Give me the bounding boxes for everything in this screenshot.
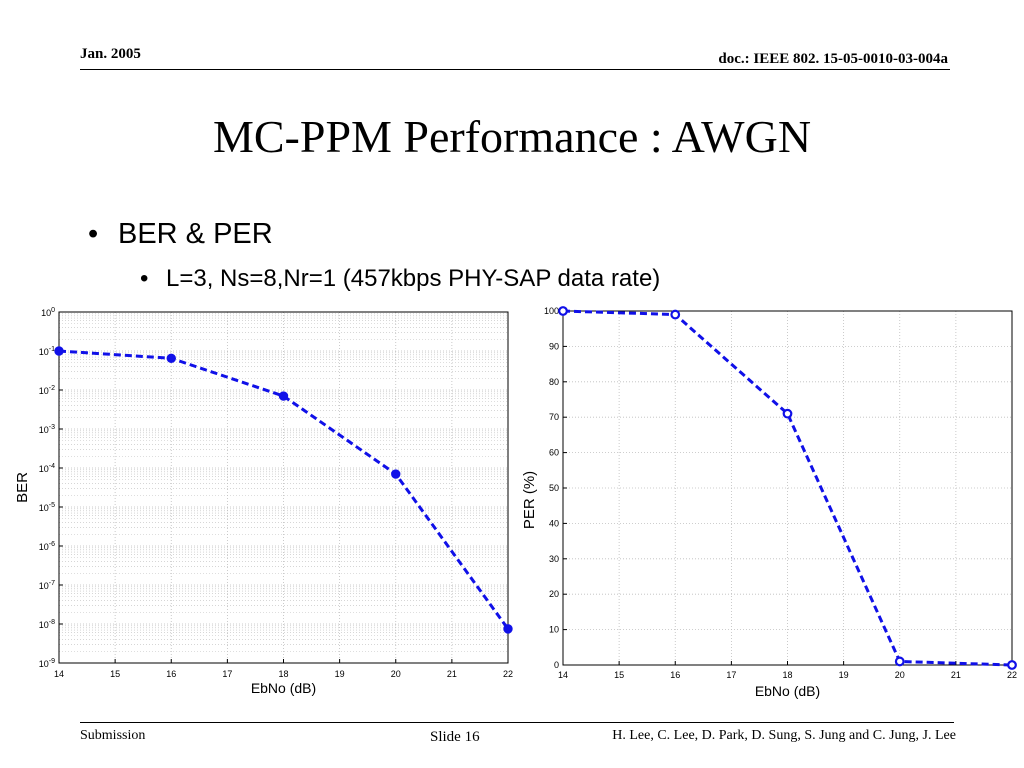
ber-x-tick-label: 18 [278,669,288,679]
per-data-point [670,309,681,320]
ber-y-tick-label: 10-5 [39,502,55,513]
ber-plot-frame [58,311,509,664]
ber-x-tick-label: 19 [335,669,345,679]
ber-x-tick-label: 16 [166,669,176,679]
per-x-axis-label: EbNo (dB) [755,683,820,699]
ber-grid [58,311,509,664]
bullet-level-2: • L=3, Ns=8,Nr=1 (457kbps PHY-SAP data ra… [140,265,660,293]
ber-data-point [166,353,176,363]
bullet-level-1: • BER & PER [88,218,273,251]
per-y-tick-label: 90 [549,341,559,351]
footer-submission: Submission [80,728,146,743]
per-data-point [558,306,568,316]
bullet-dot: • [88,218,99,250]
per-chart: 0 10 20 30 40 50 60 70 80 90 100 14 15 16 17 18 19 20 21 22… [521,306,1017,699]
ber-y-tick-label: 10-1 [39,346,55,357]
per-y-tick-label: 80 [549,377,559,387]
bullet-dot: • [140,265,149,292]
footer-authors: H. Lee, C. Lee, D. Park, D. Sung, S. Jun… [612,728,956,743]
ber-x-tick-label: 17 [222,669,232,679]
ber-x-tick-label: 21 [447,669,457,679]
per-y-tick-label: 40 [549,518,559,528]
per-data-point [1007,660,1017,670]
per-y-tick-label: 30 [549,554,559,564]
ber-data-point [54,346,64,356]
header-doc-id: doc.: IEEE 802. 15-05-0010-03-004a [718,51,948,67]
per-y-tick-label: 100 [544,306,559,316]
ber-x-axis-label: EbNo (dB) [251,680,316,696]
per-y-tick-label: 60 [549,448,559,458]
ber-y-axis-label: BER [14,472,31,503]
per-x-tick-label: 20 [895,670,905,680]
ber-x-tick-label: 20 [391,669,401,679]
ber-y-tick-label: 10-8 [39,619,55,630]
per-x-tick-label: 21 [951,670,961,680]
per-x-tick-label: 18 [782,670,792,680]
ber-x-tick-label: 22 [503,669,513,679]
ber-y-tick-label: 10-6 [39,541,55,552]
ber-chart: 10010-110-210-310-410-510-610-710-810-91… [14,307,513,696]
per-x-tick-label: 22 [1007,670,1017,680]
per-y-tick-label: 20 [549,589,559,599]
per-y-tick-label: 10 [549,625,559,635]
footer-slide-number: Slide 16 [430,729,480,745]
ber-x-tick-label: 15 [110,669,120,679]
footer-divider [80,722,954,723]
ber-data-point [503,624,513,634]
ber-y-tick-label: 100 [41,307,55,318]
ber-series-line [58,349,510,630]
per-y-tick-label: 70 [549,412,559,422]
ber-y-tick-label: 10-9 [39,658,55,669]
per-x-tick-label: 14 [558,670,568,680]
per-data-point [894,656,905,667]
ber-x-tick-label: 14 [54,669,64,679]
bullet-level-1-text: BER & PER [118,218,273,250]
bullet-level-2-text: L=3, Ns=8,Nr=1 (457kbps PHY-SAP data rat… [166,265,661,292]
per-y-tick-label: 50 [549,483,559,493]
per-x-tick-label: 19 [839,670,849,680]
ber-y-tick-label: 10-2 [39,385,55,396]
ber-y-tick-label: 10-3 [39,424,55,435]
ber-y-tick-label: 10-7 [39,580,55,591]
per-grid [562,310,1013,666]
header-divider [80,69,950,70]
ber-data-point [391,469,401,479]
header-date: Jan. 2005 [80,46,141,62]
per-x-tick-label: 16 [670,670,680,680]
per-x-tick-label: 17 [726,670,736,680]
per-data-point [782,408,793,419]
slide-title: MC-PPM Performance : AWGN [212,111,812,162]
ber-data-point [278,391,289,401]
per-y-axis-label: PER (%) [521,471,538,529]
per-y-tick-label: 0 [554,660,559,670]
per-x-tick-label: 15 [614,670,624,680]
ber-y-tick-label: 10-4 [39,463,55,474]
